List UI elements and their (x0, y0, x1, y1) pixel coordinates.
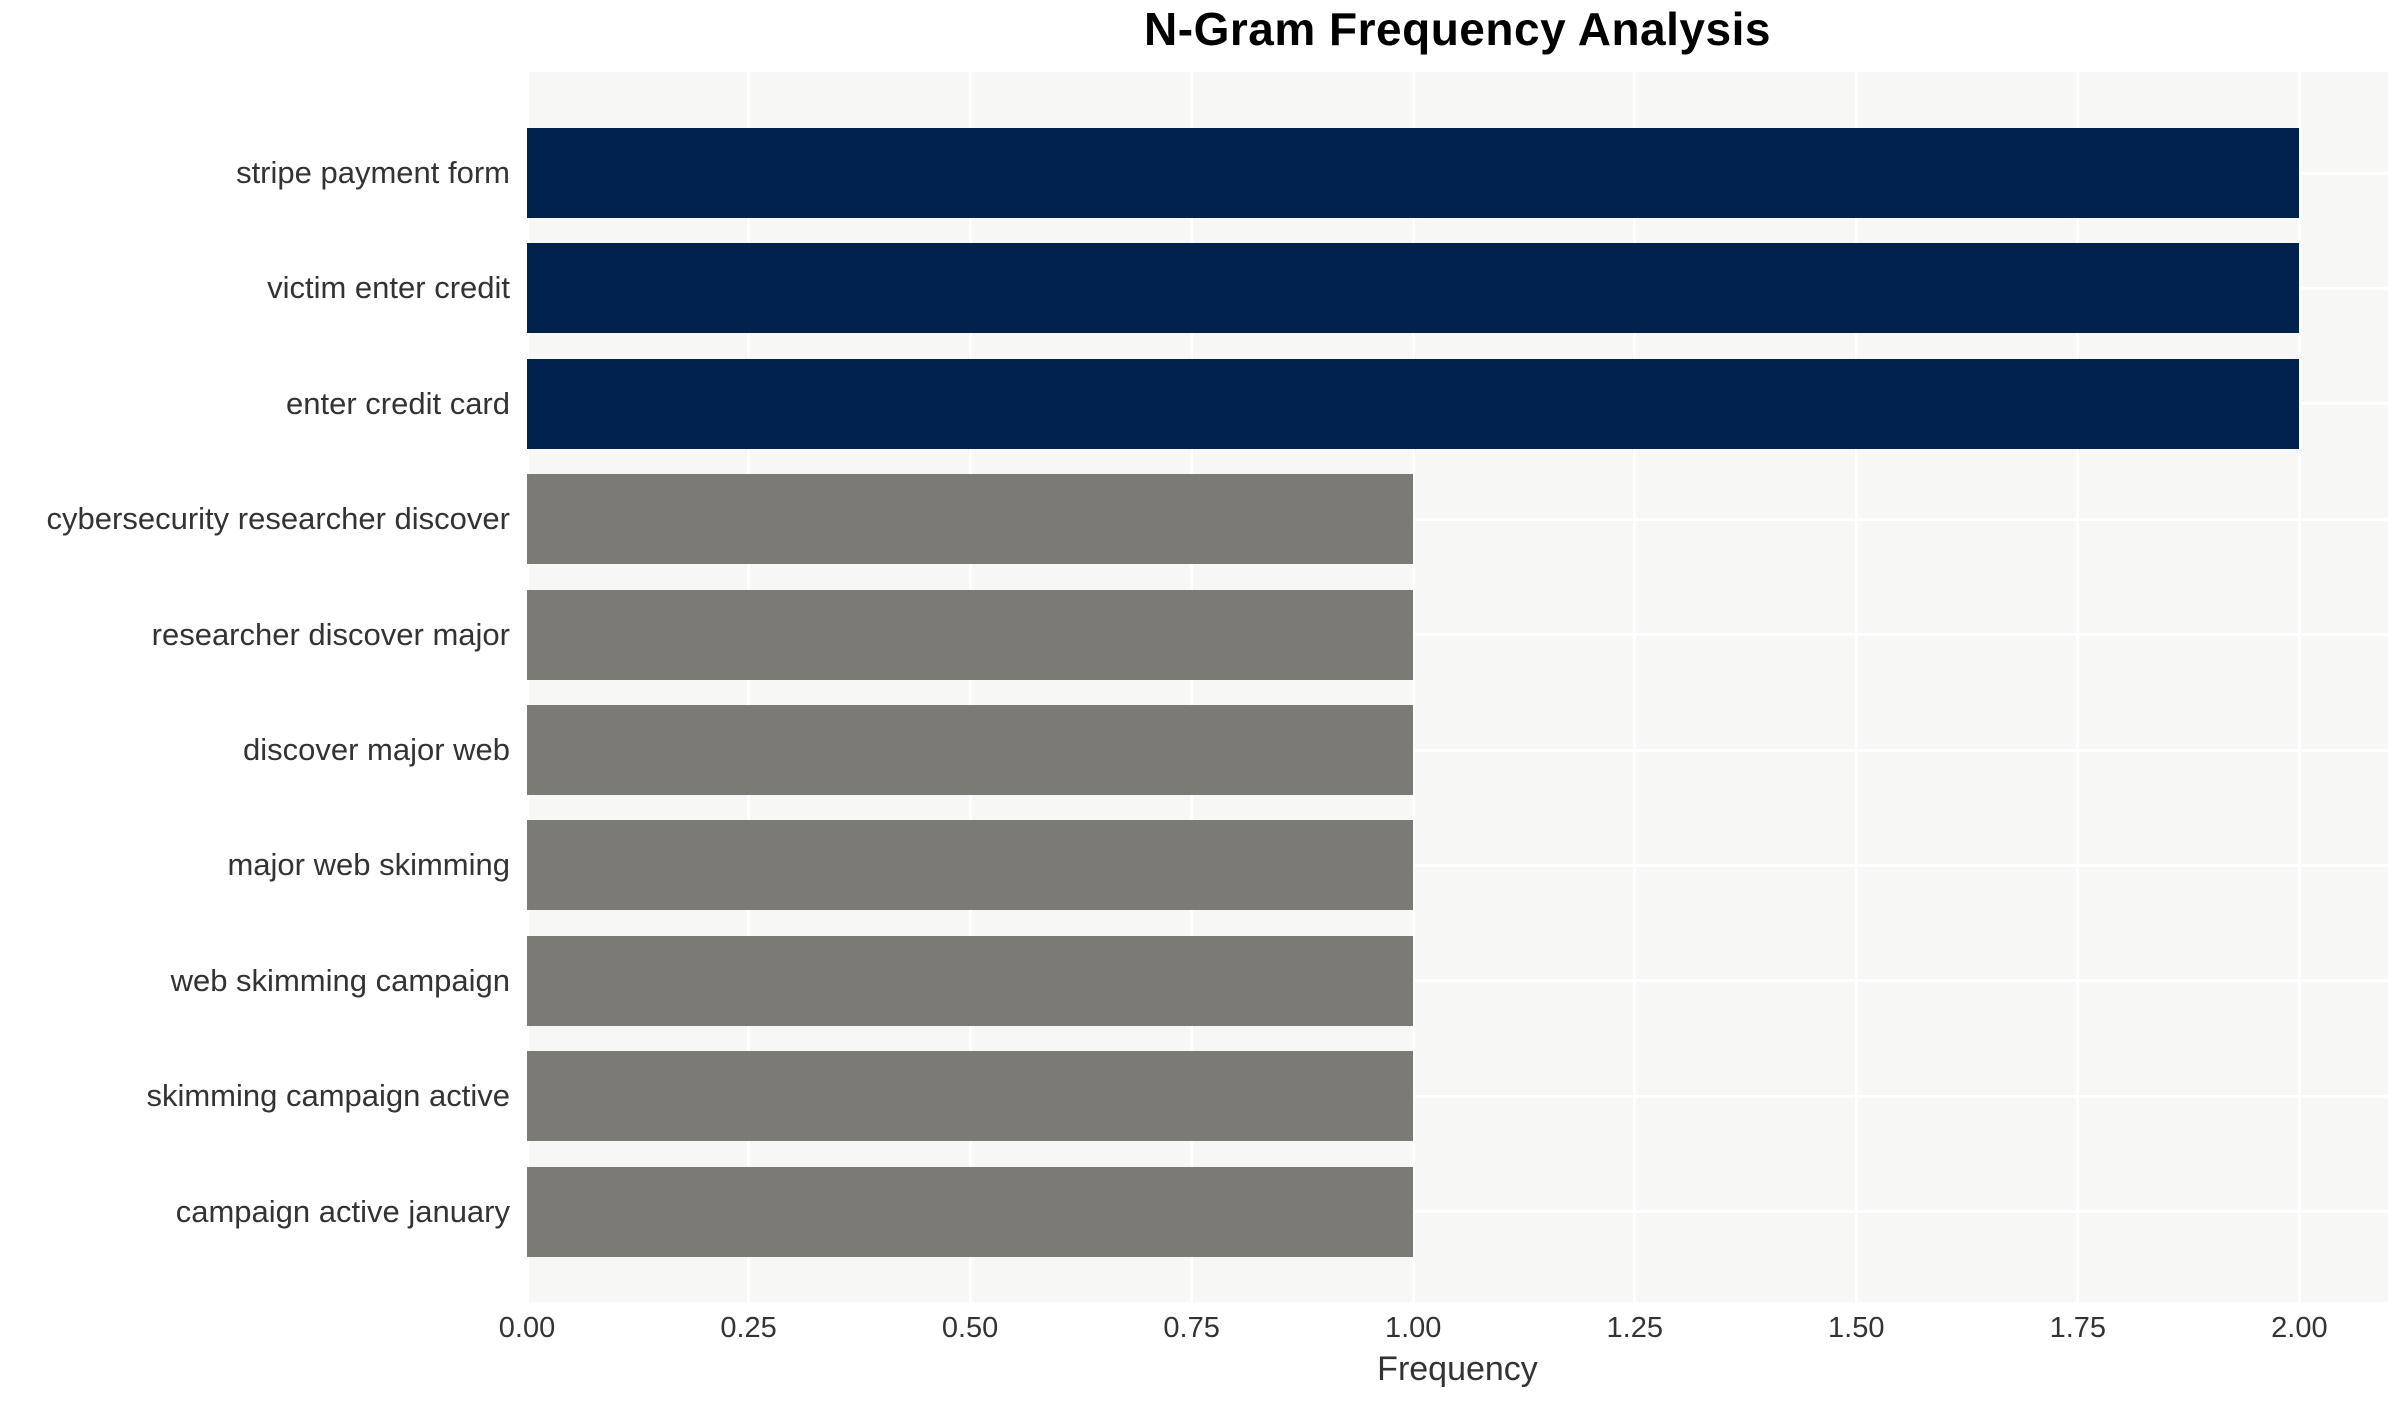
gridline-vertical (1190, 72, 1194, 1302)
y-axis-labels: stripe payment form victim enter credit en… (0, 72, 510, 1302)
gridline-horizontal (527, 748, 2388, 752)
x-tick-label: 0.25 (720, 1312, 777, 1344)
y-tick-label: victim enter credit (267, 270, 510, 306)
gridline-vertical (1854, 72, 1858, 1302)
gridline-vertical (2297, 72, 2301, 1302)
x-axis-ticks: 0.00 0.25 0.50 0.75 1.00 1.25 1.50 1.75 2.00 (499, 1312, 2388, 1352)
bar (527, 705, 1414, 795)
x-axis-title: Frequency (1377, 1350, 1538, 1388)
y-tick-label: campaign active january (175, 1193, 510, 1229)
gridline-horizontal (527, 1094, 2388, 1098)
y-tick-label: researcher discover major (151, 616, 510, 652)
x-tick-label: 2.00 (2271, 1312, 2328, 1344)
plot-area (527, 72, 2388, 1302)
gridline-vertical (1411, 72, 1415, 1302)
bar (527, 589, 1414, 680)
bar (527, 1051, 1414, 1142)
y-tick-label: enter credit card (286, 385, 510, 421)
x-tick-label: 1.50 (1828, 1312, 1885, 1344)
gridline-horizontal (527, 1210, 2388, 1214)
gridline-horizontal (527, 979, 2388, 983)
x-tick-label: 1.75 (2049, 1312, 2107, 1344)
gridline-vertical (968, 72, 972, 1302)
y-tick-label: major web skimming (227, 847, 510, 883)
x-tick-label: 1.00 (1384, 1312, 1442, 1344)
gridline-vertical (2076, 72, 2080, 1302)
bar (527, 358, 2300, 449)
chart-title: N-Gram Frequency Analysis (1144, 3, 1771, 55)
y-tick-label: web skimming campaign (170, 962, 510, 998)
bar (527, 474, 1414, 565)
gridline-vertical (747, 72, 751, 1302)
x-tick-label: 0.75 (1163, 1312, 1220, 1344)
bar (527, 1166, 1414, 1257)
gridline-horizontal (527, 863, 2388, 867)
x-tick-label: 0.50 (941, 1312, 999, 1344)
gridline-horizontal (527, 633, 2388, 637)
y-tick-label: skimming campaign active (146, 1078, 510, 1114)
gridline-horizontal (527, 517, 2388, 521)
gridline-vertical (1633, 72, 1637, 1302)
x-tick-label: 1.25 (1606, 1312, 1663, 1344)
bar (527, 128, 2300, 218)
y-tick-label: discover major web (242, 732, 510, 767)
bar (527, 243, 2300, 334)
bar (527, 935, 1414, 1026)
x-tick-label: 0.00 (498, 1312, 556, 1344)
bar (527, 820, 1414, 911)
y-tick-label: cybersecurity researcher discover (46, 501, 510, 537)
gridline-vertical (527, 72, 529, 1302)
y-tick-label: stripe payment form (236, 155, 510, 190)
